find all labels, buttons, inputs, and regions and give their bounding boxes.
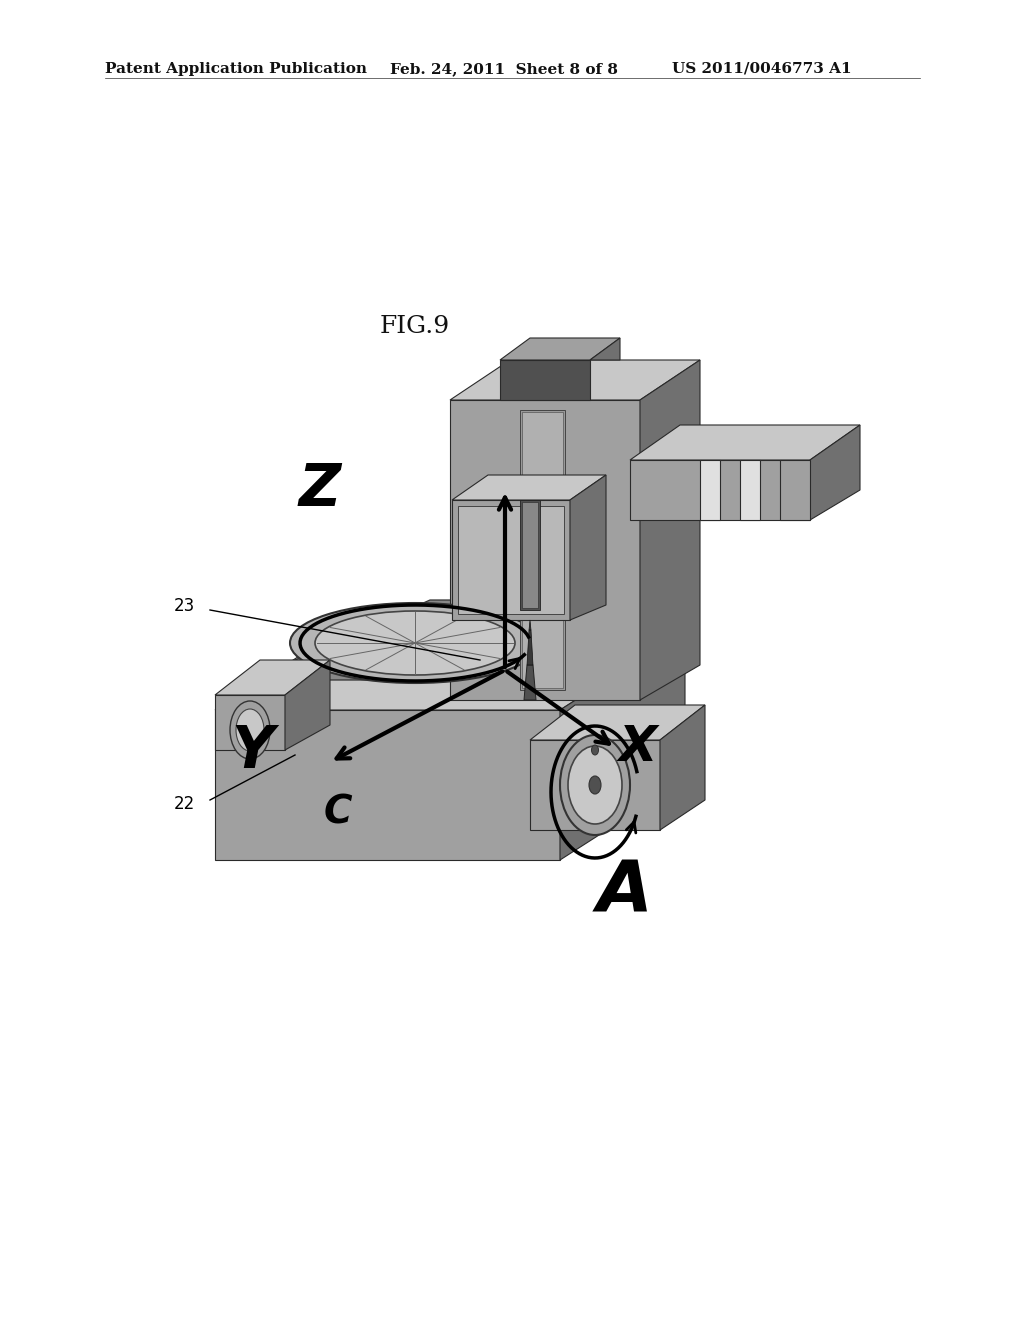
Polygon shape bbox=[530, 705, 705, 741]
Ellipse shape bbox=[560, 735, 630, 836]
Polygon shape bbox=[452, 475, 606, 500]
Polygon shape bbox=[570, 475, 606, 620]
Polygon shape bbox=[458, 506, 564, 614]
Polygon shape bbox=[660, 705, 705, 830]
Polygon shape bbox=[700, 459, 720, 520]
Text: A: A bbox=[597, 858, 653, 927]
Ellipse shape bbox=[315, 611, 515, 675]
Ellipse shape bbox=[589, 776, 601, 795]
Text: Patent Application Publication: Patent Application Publication bbox=[105, 62, 367, 77]
Polygon shape bbox=[530, 741, 660, 830]
Ellipse shape bbox=[236, 709, 264, 751]
Text: Y: Y bbox=[230, 723, 273, 780]
Polygon shape bbox=[640, 360, 700, 700]
Polygon shape bbox=[522, 412, 563, 688]
Polygon shape bbox=[524, 665, 536, 700]
Polygon shape bbox=[520, 411, 565, 690]
Polygon shape bbox=[215, 696, 285, 750]
Polygon shape bbox=[452, 500, 570, 620]
Polygon shape bbox=[500, 360, 590, 400]
Polygon shape bbox=[522, 502, 538, 609]
Polygon shape bbox=[450, 360, 700, 400]
Polygon shape bbox=[250, 601, 580, 680]
Polygon shape bbox=[810, 425, 860, 520]
Polygon shape bbox=[215, 630, 685, 710]
Polygon shape bbox=[500, 338, 620, 360]
Ellipse shape bbox=[568, 746, 622, 824]
Polygon shape bbox=[560, 630, 685, 861]
Text: US 2011/0046773 A1: US 2011/0046773 A1 bbox=[672, 62, 852, 77]
Text: 22: 22 bbox=[174, 795, 195, 813]
Polygon shape bbox=[529, 620, 531, 630]
Ellipse shape bbox=[230, 701, 270, 759]
Polygon shape bbox=[215, 710, 560, 861]
Polygon shape bbox=[285, 660, 330, 750]
Polygon shape bbox=[780, 459, 810, 520]
Polygon shape bbox=[450, 400, 640, 700]
Polygon shape bbox=[740, 459, 760, 520]
Polygon shape bbox=[630, 425, 860, 459]
Polygon shape bbox=[215, 660, 330, 696]
Text: 23: 23 bbox=[174, 597, 195, 615]
Ellipse shape bbox=[592, 744, 598, 755]
Polygon shape bbox=[630, 459, 810, 520]
Text: C: C bbox=[324, 793, 352, 832]
Text: FIG.9: FIG.9 bbox=[380, 315, 451, 338]
Text: X: X bbox=[618, 723, 657, 771]
Polygon shape bbox=[590, 338, 620, 360]
Polygon shape bbox=[520, 500, 540, 610]
Text: Feb. 24, 2011  Sheet 8 of 8: Feb. 24, 2011 Sheet 8 of 8 bbox=[390, 62, 618, 77]
Text: Z: Z bbox=[299, 462, 341, 519]
Polygon shape bbox=[527, 630, 534, 665]
Ellipse shape bbox=[290, 603, 540, 682]
